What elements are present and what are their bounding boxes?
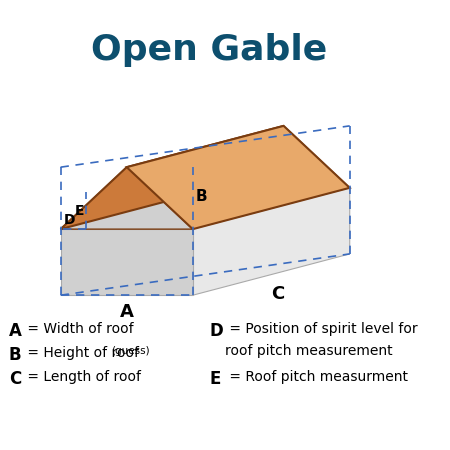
Text: A: A [9,322,22,340]
Text: roof pitch measurement: roof pitch measurement [225,344,392,358]
Text: B: B [196,189,208,203]
Text: A: A [120,303,134,321]
Text: D: D [64,213,76,227]
Text: = Roof pitch measurment: = Roof pitch measurment [225,370,408,384]
Text: = Length of roof: = Length of roof [23,370,141,384]
Text: E: E [75,203,85,217]
Polygon shape [127,126,350,229]
Text: = Width of roof: = Width of roof [23,322,134,336]
Polygon shape [217,126,350,188]
Text: B: B [9,346,22,364]
Text: D: D [209,322,223,340]
Text: = Position of spirit level for: = Position of spirit level for [225,322,418,336]
Text: Open Gable: Open Gable [91,33,328,67]
Text: C: C [271,285,284,303]
Polygon shape [61,229,193,295]
Text: E: E [209,370,220,388]
Text: = Height of roof: = Height of roof [23,346,144,360]
Polygon shape [61,167,193,229]
Text: C: C [9,370,21,388]
Text: (guess): (guess) [111,346,149,356]
Polygon shape [61,126,284,229]
Polygon shape [193,188,350,295]
